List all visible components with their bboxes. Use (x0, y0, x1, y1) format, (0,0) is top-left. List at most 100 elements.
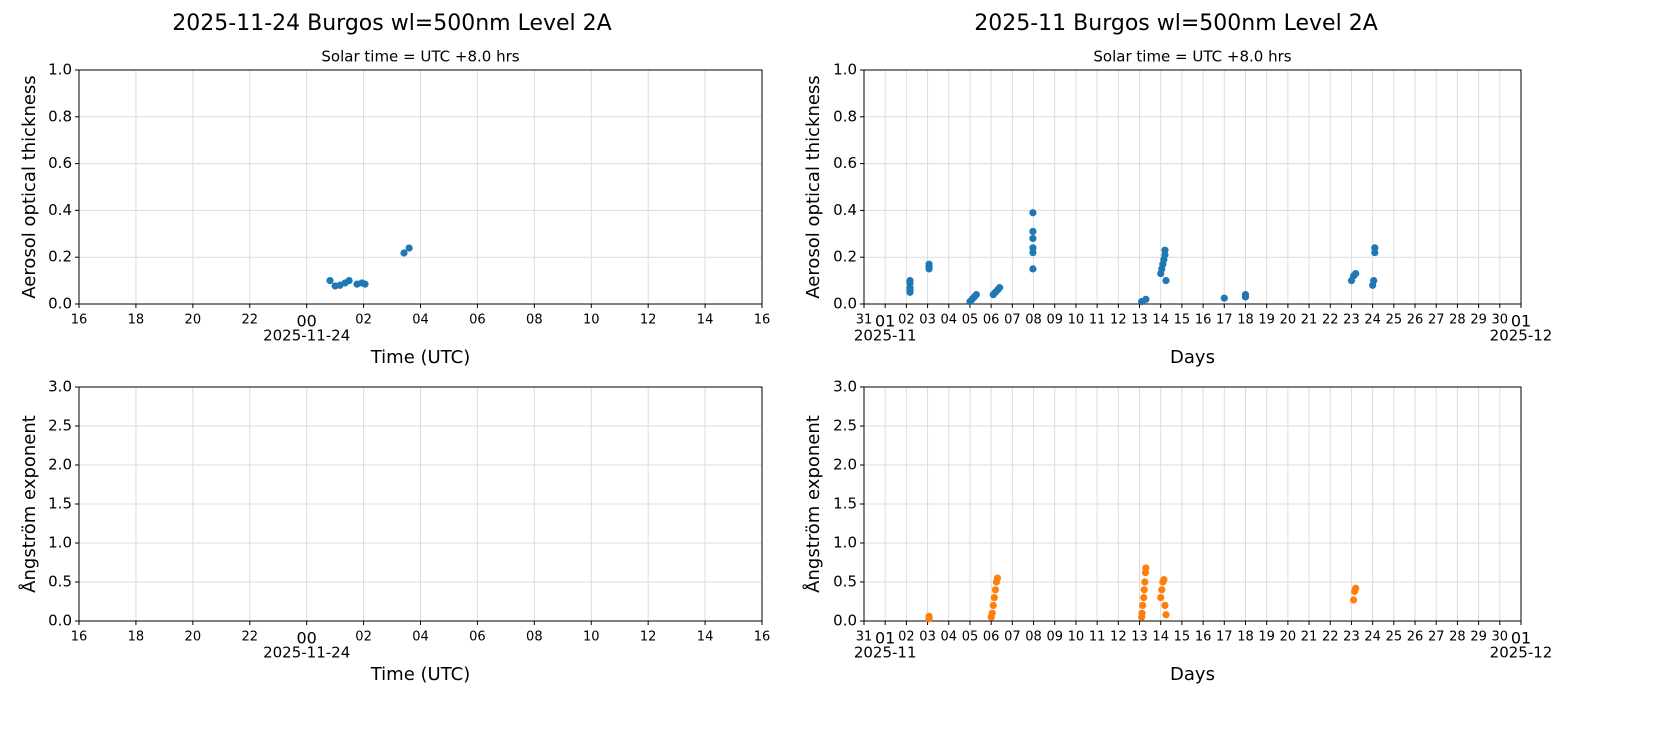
x-tick-label: 00 (296, 312, 316, 331)
x-tick-label: 04 (941, 630, 958, 645)
data-point (1352, 584, 1360, 592)
y-tick-label: 0.8 (833, 107, 857, 125)
x-tick-label: 27 (1428, 313, 1445, 328)
axes-frame (863, 386, 1522, 622)
y-tick-label: 0.0 (48, 295, 72, 313)
data-point (1138, 609, 1146, 617)
x-date-label: 2025-11-24 (263, 327, 350, 345)
data-point (1220, 294, 1228, 302)
y-tick-label: 2.0 (48, 456, 72, 474)
y-tick-label: 0.4 (833, 201, 857, 219)
x-tick-label: 22 (241, 630, 258, 645)
chart-subtitle: Solar time = UTC +8.0 hrs (1093, 48, 1291, 66)
y-tick-label: 0.2 (833, 248, 857, 266)
x-tick-label: 01 (1511, 629, 1531, 648)
data-point (1157, 594, 1165, 602)
x-tick-label: 10 (583, 313, 600, 328)
x-tick-label: 07 (1004, 313, 1021, 328)
x-tick-label: 16 (1195, 313, 1212, 328)
data-point (925, 612, 933, 620)
x-axis-label: Time (UTC) (370, 347, 471, 368)
x-tick-label: 18 (1237, 313, 1254, 328)
y-tick-label: 0.0 (833, 295, 857, 313)
data-point (1371, 244, 1379, 252)
y-tick-label: 0.6 (48, 154, 72, 172)
x-tick-label: 22 (1322, 313, 1339, 328)
x-tick-label: 05 (962, 313, 979, 328)
x-tick-label: 16 (754, 630, 771, 645)
x-tick-label: 20 (1280, 630, 1297, 645)
data-point (1139, 601, 1147, 610)
x-tick-label: 12 (1110, 630, 1127, 645)
x-tick-label: 06 (983, 630, 1000, 645)
x-tick-label: 27 (1428, 630, 1445, 645)
data-point (925, 260, 933, 268)
y-tick-label: 0.6 (833, 154, 857, 172)
x-tick-label: 15 (1174, 630, 1191, 645)
x-tick-label: 25 (1386, 630, 1403, 645)
y-axis-label: Ångström exponent (802, 415, 824, 593)
axes-frame (78, 69, 763, 305)
x-date-label: 2025-11 (854, 327, 917, 345)
x-tick-label: 19 (1258, 630, 1275, 645)
x-tick-label: 01 (875, 312, 895, 331)
data-point (990, 594, 998, 602)
data-point (1029, 234, 1037, 243)
data-point (1352, 269, 1360, 278)
x-tick-label: 14 (1152, 313, 1169, 328)
y-tick-label: 0.0 (833, 612, 857, 630)
data-point (996, 284, 1004, 292)
x-tick-label: 13 (1131, 630, 1148, 645)
x-tick-label: 26 (1407, 313, 1424, 328)
data-point (1029, 227, 1037, 236)
x-tick-label: 17 (1216, 630, 1233, 645)
y-tick-label: 0.0 (48, 612, 72, 630)
x-tick-label: 18 (1237, 630, 1254, 645)
y-tick-label: 0.5 (48, 573, 72, 591)
y-tick-label: 0.4 (48, 201, 72, 219)
y-axis-label: Aerosol optical thickness (19, 75, 40, 298)
x-axis-label: Days (1170, 347, 1215, 368)
x-tick-label: 12 (640, 313, 657, 328)
x-tick-label: 04 (412, 630, 429, 645)
data-point (988, 609, 996, 617)
axes-frame (863, 69, 1522, 305)
y-tick-label: 0.8 (48, 107, 72, 125)
x-tick-label: 03 (919, 313, 936, 328)
x-tick-label: 23 (1343, 313, 1360, 328)
x-tick-label: 17 (1216, 313, 1233, 328)
chart-title: 2025-11 Burgos wl=500nm Level 2A (974, 11, 1378, 36)
data-point (405, 244, 413, 252)
x-tick-label: 12 (640, 630, 657, 645)
x-tick-label: 24 (1364, 313, 1381, 328)
x-tick-label: 09 (1046, 313, 1063, 328)
x-tick-label: 14 (697, 630, 714, 645)
x-tick-label: 18 (128, 630, 145, 645)
y-tick-label: 2.5 (833, 417, 857, 435)
x-tick-label: 16 (754, 313, 771, 328)
x-tick-label: 04 (412, 313, 429, 328)
x-tick-label: 22 (241, 313, 258, 328)
data-point (1142, 564, 1150, 572)
data-point (1140, 586, 1148, 594)
y-tick-label: 1.5 (833, 495, 857, 513)
x-tick-label: 23 (1343, 630, 1360, 645)
data-point (1029, 265, 1037, 273)
x-tick-label: 05 (962, 630, 979, 645)
y-axis-label: Aerosol optical thickness (803, 75, 824, 298)
x-tick-label: 02 (898, 313, 915, 328)
x-tick-label: 08 (1025, 313, 1042, 328)
data-point (1029, 209, 1037, 217)
data-point (1158, 586, 1166, 594)
x-tick-label: 20 (1280, 313, 1297, 328)
x-tick-label: 20 (185, 313, 202, 328)
data-point (361, 280, 369, 288)
x-tick-label: 03 (919, 630, 936, 645)
y-tick-label: 0.2 (48, 248, 72, 266)
y-tick-label: 1.0 (833, 61, 857, 79)
axes-frame (78, 386, 763, 622)
x-tick-label: 22 (1322, 630, 1339, 645)
y-tick-label: 2.5 (48, 417, 72, 435)
x-tick-label: 14 (697, 313, 714, 328)
data-point (991, 586, 1000, 594)
